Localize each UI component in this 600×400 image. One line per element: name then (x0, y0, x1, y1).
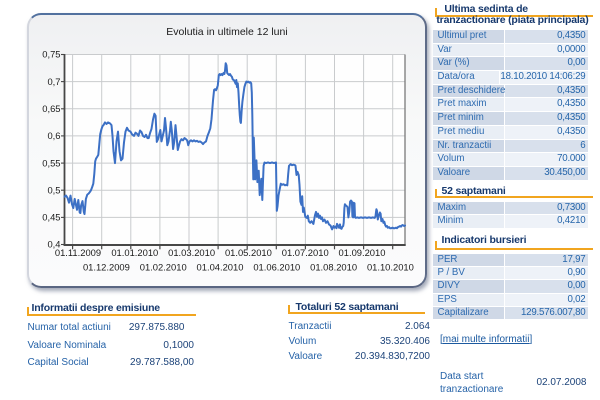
svg-text:01.07.2010: 01.07.2010 (282, 247, 329, 258)
svg-text:01.03.2010: 01.03.2010 (168, 247, 215, 258)
svg-text:01.12.2009: 01.12.2009 (83, 262, 130, 273)
svg-text:01.04.2010: 01.04.2010 (197, 262, 244, 273)
svg-text:01.06.2010: 01.06.2010 (253, 262, 300, 273)
svg-text:0,6: 0,6 (47, 130, 60, 141)
svg-text:01.08.2010: 01.08.2010 (310, 262, 357, 273)
svg-text:0,5: 0,5 (47, 184, 60, 195)
svg-text:0,4: 0,4 (47, 239, 60, 250)
svg-text:01.05.2010: 01.05.2010 (225, 247, 272, 258)
svg-text:0,7: 0,7 (47, 76, 60, 87)
svg-text:01.10.2010: 01.10.2010 (367, 262, 414, 273)
svg-text:01.01.2010: 01.01.2010 (111, 247, 158, 258)
svg-text:0,75: 0,75 (42, 49, 60, 60)
svg-text:0,65: 0,65 (42, 103, 60, 114)
svg-text:01.02.2010: 01.02.2010 (140, 262, 187, 273)
svg-text:01.11.2009: 01.11.2009 (55, 247, 101, 258)
svg-text:0,55: 0,55 (42, 157, 60, 168)
svg-text:01.09.2010: 01.09.2010 (339, 247, 386, 258)
svg-text:0,45: 0,45 (42, 212, 60, 223)
